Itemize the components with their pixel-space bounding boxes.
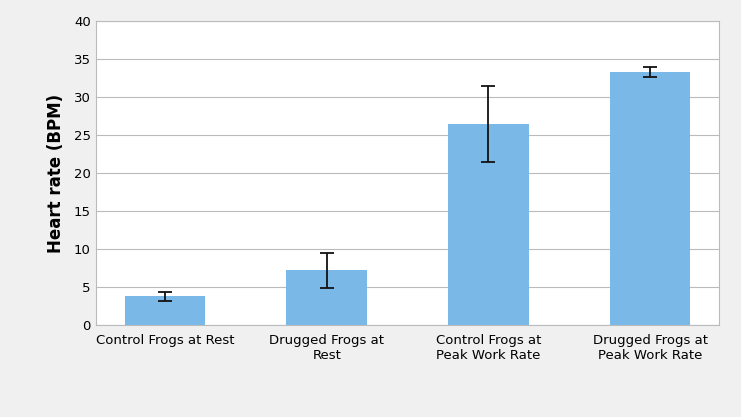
Bar xyxy=(124,296,205,325)
Bar xyxy=(448,123,529,325)
Bar xyxy=(286,271,367,325)
Y-axis label: Heart rate (BPM): Heart rate (BPM) xyxy=(47,93,65,253)
Bar xyxy=(610,72,691,325)
